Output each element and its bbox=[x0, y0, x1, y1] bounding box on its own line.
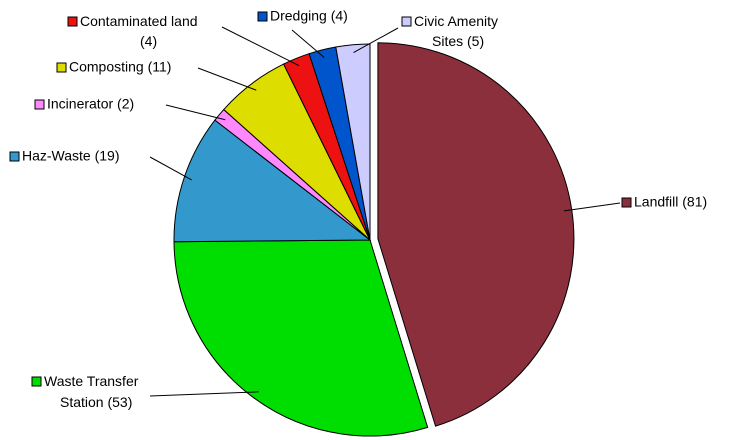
slice-label: Haz-Waste (19) bbox=[22, 148, 120, 164]
label-swatch bbox=[257, 11, 268, 22]
slice-label: Dredging (4) bbox=[270, 8, 348, 24]
pie-slice bbox=[173, 119, 372, 243]
label-line: Sites (5) bbox=[432, 33, 484, 49]
slice-label: Waste Transfer Station (53) bbox=[44, 373, 142, 410]
slice-label: Civic Amenity Sites (5) bbox=[414, 13, 502, 49]
leader-line bbox=[149, 156, 192, 181]
label-line: (4) bbox=[140, 33, 157, 49]
label-swatch bbox=[621, 197, 632, 208]
leader-line bbox=[165, 104, 226, 121]
leader-line bbox=[291, 29, 325, 58]
slice-label: Landfill (81) bbox=[634, 194, 707, 210]
leader-line bbox=[149, 391, 259, 397]
label-line: Station (53) bbox=[60, 394, 132, 410]
label-line: Waste Transfer bbox=[44, 373, 142, 389]
slice-label: Incinerator (2) bbox=[47, 96, 134, 112]
leader-line bbox=[353, 27, 399, 54]
pie-slice bbox=[173, 239, 429, 437]
slice-label: Contaminated land (4) bbox=[80, 13, 201, 49]
label-line: Civic Amenity bbox=[414, 13, 502, 29]
label-swatch bbox=[31, 376, 42, 387]
label-swatch bbox=[67, 16, 78, 27]
slice-label: Composting (11) bbox=[69, 59, 171, 75]
label-swatch bbox=[34, 99, 45, 110]
label-swatch bbox=[56, 62, 67, 73]
leader-line bbox=[563, 202, 621, 212]
leader-line bbox=[221, 26, 300, 67]
label-line: Contaminated land bbox=[80, 13, 201, 29]
leader-line bbox=[197, 67, 257, 91]
label-swatch bbox=[9, 151, 20, 162]
label-swatch bbox=[401, 16, 412, 27]
